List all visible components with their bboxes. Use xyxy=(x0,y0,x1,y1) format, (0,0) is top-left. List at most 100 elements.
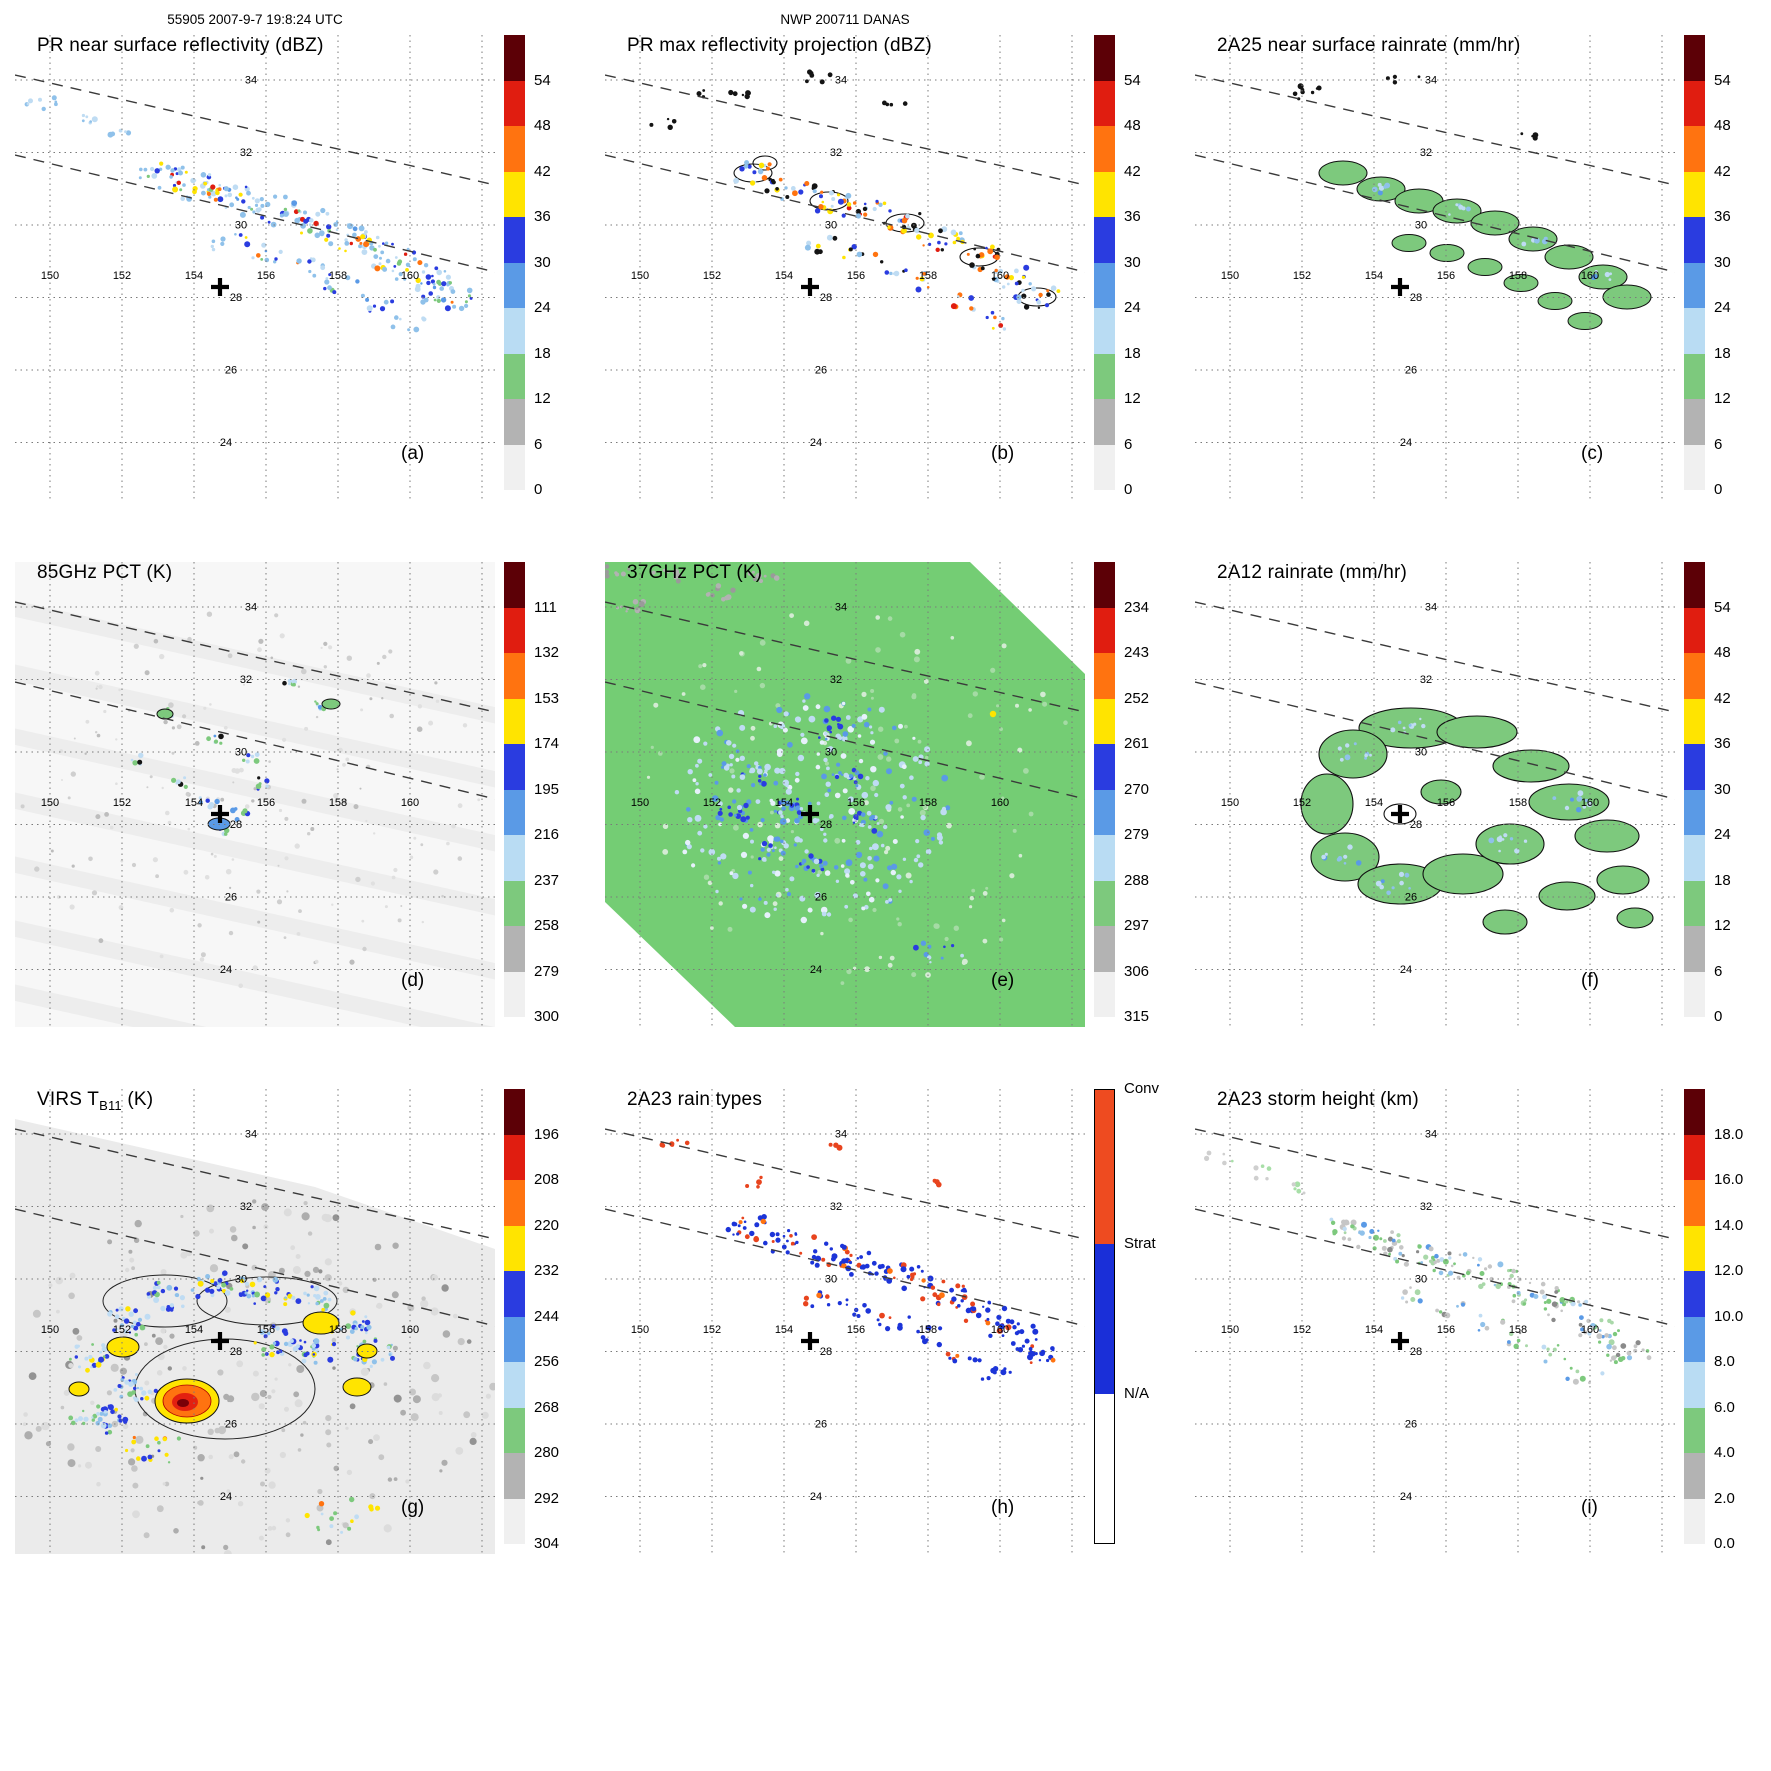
rain-speckle xyxy=(375,1304,380,1308)
rain-speckle xyxy=(750,839,754,844)
swath-edge-line xyxy=(1195,681,1675,800)
rain-speckle xyxy=(361,249,368,256)
rain-speckle xyxy=(870,689,875,693)
lat-label: 28 xyxy=(230,819,242,831)
rain-speckle xyxy=(816,1292,822,1298)
rain-speckle xyxy=(1344,754,1351,761)
rain-speckle xyxy=(346,655,352,661)
colorbar-tick-label: 208 xyxy=(534,1171,560,1188)
rain-speckle xyxy=(28,98,33,104)
rain-speckle xyxy=(323,1302,330,1309)
rain-speckle xyxy=(54,102,58,107)
rain-speckle xyxy=(250,754,255,759)
rain-speckle xyxy=(452,1313,458,1319)
rain-speckle xyxy=(1641,1348,1645,1352)
rain-speckle xyxy=(333,222,339,227)
rain-speckle xyxy=(430,1307,439,1316)
contour-outline xyxy=(196,1276,338,1326)
rain-speckle xyxy=(960,953,964,958)
rain-speckle xyxy=(666,570,670,574)
rain-speckle xyxy=(201,190,206,196)
rain-speckle xyxy=(388,649,393,654)
rain-speckle xyxy=(349,1496,355,1503)
rain-speckle xyxy=(228,1454,234,1460)
rain-speckle xyxy=(382,654,387,660)
colorbar-segment xyxy=(1094,744,1115,790)
colorbar-segment xyxy=(1684,1498,1705,1544)
tmi-swath-background xyxy=(605,562,1085,1027)
colorbar-tick-label: 279 xyxy=(1124,826,1150,843)
colorbar-tick-label: 54 xyxy=(1714,71,1731,89)
rain-speckle xyxy=(372,304,377,308)
rain-speckle xyxy=(1001,1305,1008,1312)
rain-speckle xyxy=(344,249,347,253)
rain-speckle xyxy=(434,681,438,685)
rain-speckle xyxy=(946,822,952,829)
colorbar-segment xyxy=(504,399,525,445)
rain-speckle xyxy=(457,1338,465,1346)
lat-label: 24 xyxy=(220,1491,232,1503)
rain-speckle xyxy=(301,1358,307,1364)
rain-speckle xyxy=(114,1407,118,1412)
rain-speckle xyxy=(157,185,162,190)
rain-speckle xyxy=(936,1181,942,1188)
rain-speckle xyxy=(420,282,423,285)
rain-speckle xyxy=(284,856,289,861)
rain-speckle xyxy=(364,1319,371,1326)
rain-speckle xyxy=(464,300,468,304)
rain-speckle xyxy=(175,172,179,176)
rain-speckle xyxy=(846,968,852,975)
rain-speckle xyxy=(162,1482,166,1486)
rain-speckle xyxy=(1292,91,1298,97)
rain-speckle xyxy=(831,715,837,721)
rain-speckle xyxy=(757,779,762,783)
rain-speckle xyxy=(985,886,989,890)
rain-speckle xyxy=(747,164,752,169)
rain-speckle xyxy=(1021,1344,1025,1348)
rain-speckle xyxy=(861,713,868,720)
rain-speckle xyxy=(842,255,846,260)
rain-speckle xyxy=(322,1297,327,1301)
colorbar-tick-label: 0 xyxy=(534,481,543,498)
rain-speckle xyxy=(206,611,213,617)
rain-speckle xyxy=(159,161,164,166)
rain-speckle xyxy=(896,874,902,880)
rain-speckle xyxy=(916,1265,921,1269)
rain-speckle xyxy=(1037,306,1041,309)
rain-speckle xyxy=(321,1213,330,1222)
rain-speckle xyxy=(297,1448,302,1452)
rain-speckle xyxy=(246,1293,252,1299)
rain-speckle xyxy=(920,814,926,821)
colorbar-segment xyxy=(504,880,525,926)
rain-speckle xyxy=(857,773,864,780)
rain-speckle xyxy=(1500,1319,1506,1325)
rain-speckle xyxy=(1507,1282,1512,1286)
colorbar-tick-label: 12 xyxy=(1124,390,1141,407)
rain-speckle xyxy=(307,1302,311,1305)
rain-speckle xyxy=(1380,879,1385,884)
rain-speckle xyxy=(1001,796,1005,800)
rain-speckle xyxy=(261,1347,267,1353)
rain-speckle xyxy=(252,965,258,971)
rain-speckle xyxy=(786,892,792,897)
rain-speckle xyxy=(1462,1252,1468,1257)
colorbar-segment xyxy=(1684,1089,1705,1135)
rain-speckle xyxy=(950,636,955,640)
rain-speckle xyxy=(243,683,245,686)
rain-speckle xyxy=(1436,1258,1441,1263)
rain-speckle xyxy=(1397,720,1402,725)
colorbar-segment xyxy=(504,971,525,1017)
rain-speckle xyxy=(386,1345,391,1350)
rain-speckle xyxy=(273,260,277,264)
rain-speckle xyxy=(254,752,260,757)
rain-speckle xyxy=(764,769,768,773)
colorbar-tick-label: 0 xyxy=(1714,481,1723,498)
rain-speckle xyxy=(252,1199,257,1204)
rain-speckle xyxy=(96,685,99,688)
rain-speckle xyxy=(261,1203,269,1211)
lon-label: 154 xyxy=(1365,797,1383,809)
rain-speckle xyxy=(842,815,847,821)
rain-speckle xyxy=(197,923,202,928)
lat-label: 24 xyxy=(1400,1491,1412,1503)
rain-speckle xyxy=(171,751,175,755)
